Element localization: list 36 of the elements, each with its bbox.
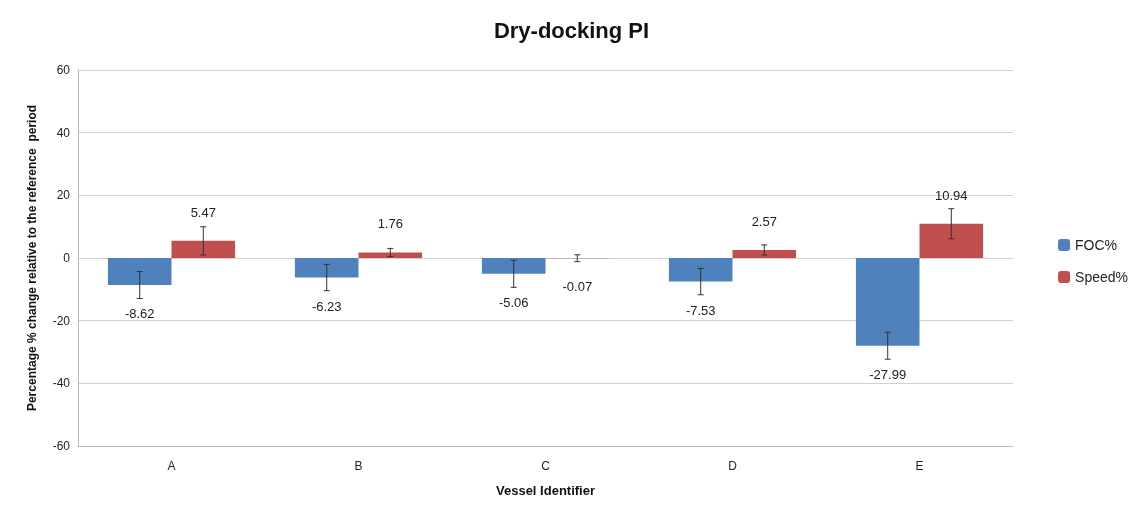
legend-label: FOC% xyxy=(1075,237,1118,253)
bar xyxy=(855,258,920,346)
y-axis-title: Percentage % change relative to the reference period xyxy=(25,104,39,412)
data-label: -27.99 xyxy=(869,366,907,382)
bar xyxy=(171,240,236,258)
y-tick-label: -60 xyxy=(52,439,71,453)
data-label: -5.06 xyxy=(498,294,529,310)
y-tick-label: -40 xyxy=(52,376,71,391)
bar xyxy=(358,252,423,258)
x-axis-title: Vessel Identifier xyxy=(496,483,595,498)
bar xyxy=(732,249,797,258)
x-tick-label: D xyxy=(728,459,738,473)
x-tick-label: B xyxy=(354,459,363,473)
data-label: 1.76 xyxy=(377,216,403,232)
x-tick-label: C xyxy=(541,459,551,473)
bar xyxy=(107,258,172,286)
y-tick-label: 20 xyxy=(56,188,71,203)
y-tick-label: -20 xyxy=(52,313,71,328)
y-tick-label: 60 xyxy=(56,63,71,77)
data-label: -0.07 xyxy=(562,279,593,295)
x-tick-label: A xyxy=(167,459,176,473)
data-label: -8.62 xyxy=(124,306,155,322)
chart-title: Dry-docking PI xyxy=(493,17,650,43)
bar xyxy=(481,258,546,274)
bar xyxy=(294,258,359,278)
bar xyxy=(668,258,733,282)
legend-label: Speed% xyxy=(1075,269,1129,285)
y-tick-label: 40 xyxy=(56,125,71,140)
data-label: 10.94 xyxy=(935,187,968,203)
data-label: 5.47 xyxy=(190,204,216,220)
x-tick-label: E xyxy=(915,459,924,473)
y-tick-label: 0 xyxy=(63,251,71,265)
data-label: -7.53 xyxy=(685,302,716,318)
data-label: 2.57 xyxy=(751,213,777,229)
bar xyxy=(919,223,984,258)
data-label: -6.23 xyxy=(311,298,342,314)
